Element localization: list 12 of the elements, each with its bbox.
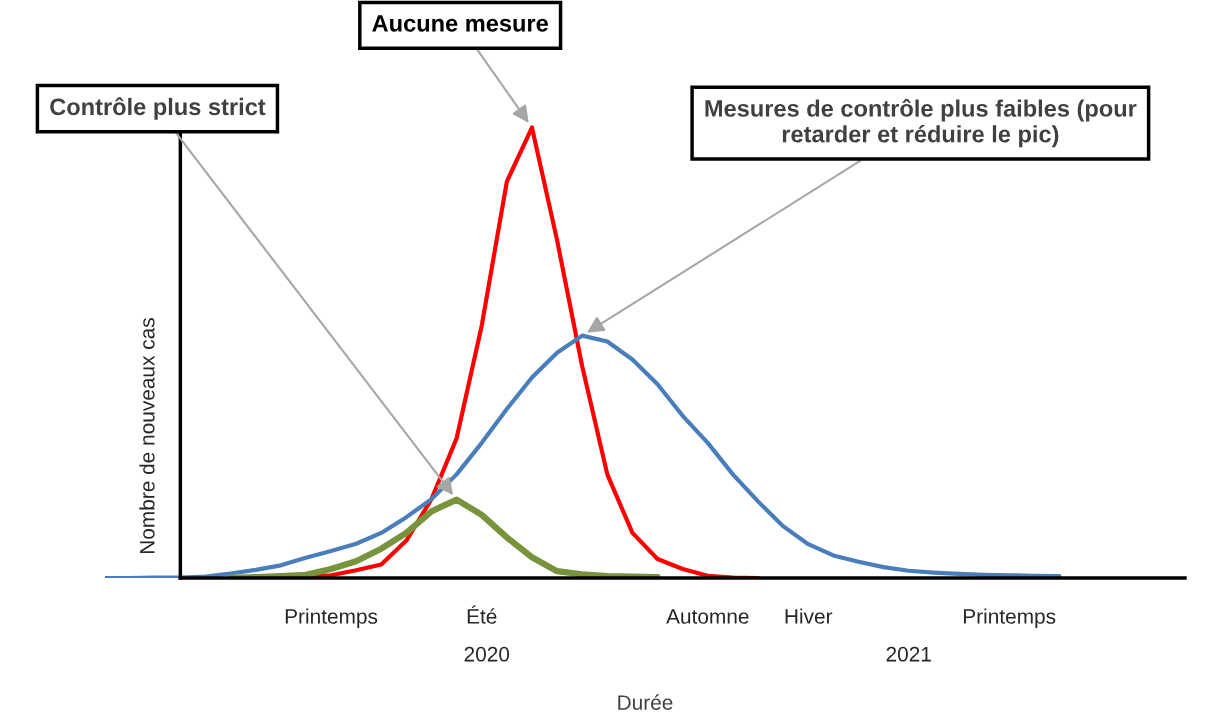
text: 2020 — [464, 646, 510, 662]
text: Aucune mesure — [372, 15, 548, 32]
x-tick-label: Printemps — [963, 608, 1056, 628]
text: 2021 — [886, 646, 931, 662]
annotation: Mesures de contrôle plus faibles (pour retarder et réduire le pic) — [705, 98, 1137, 148]
text: Contrôle plus strict — [50, 97, 266, 120]
x-tick-label: Été — [467, 605, 497, 624]
x-tick-label: Printemps — [285, 608, 378, 628]
x-tick-label: Hiver — [785, 608, 833, 624]
x-axis-title: Durée — [618, 694, 673, 710]
x-tick-label: Automne — [666, 609, 749, 624]
y-axis-title: Nombre de nouveaux cas — [139, 318, 155, 554]
